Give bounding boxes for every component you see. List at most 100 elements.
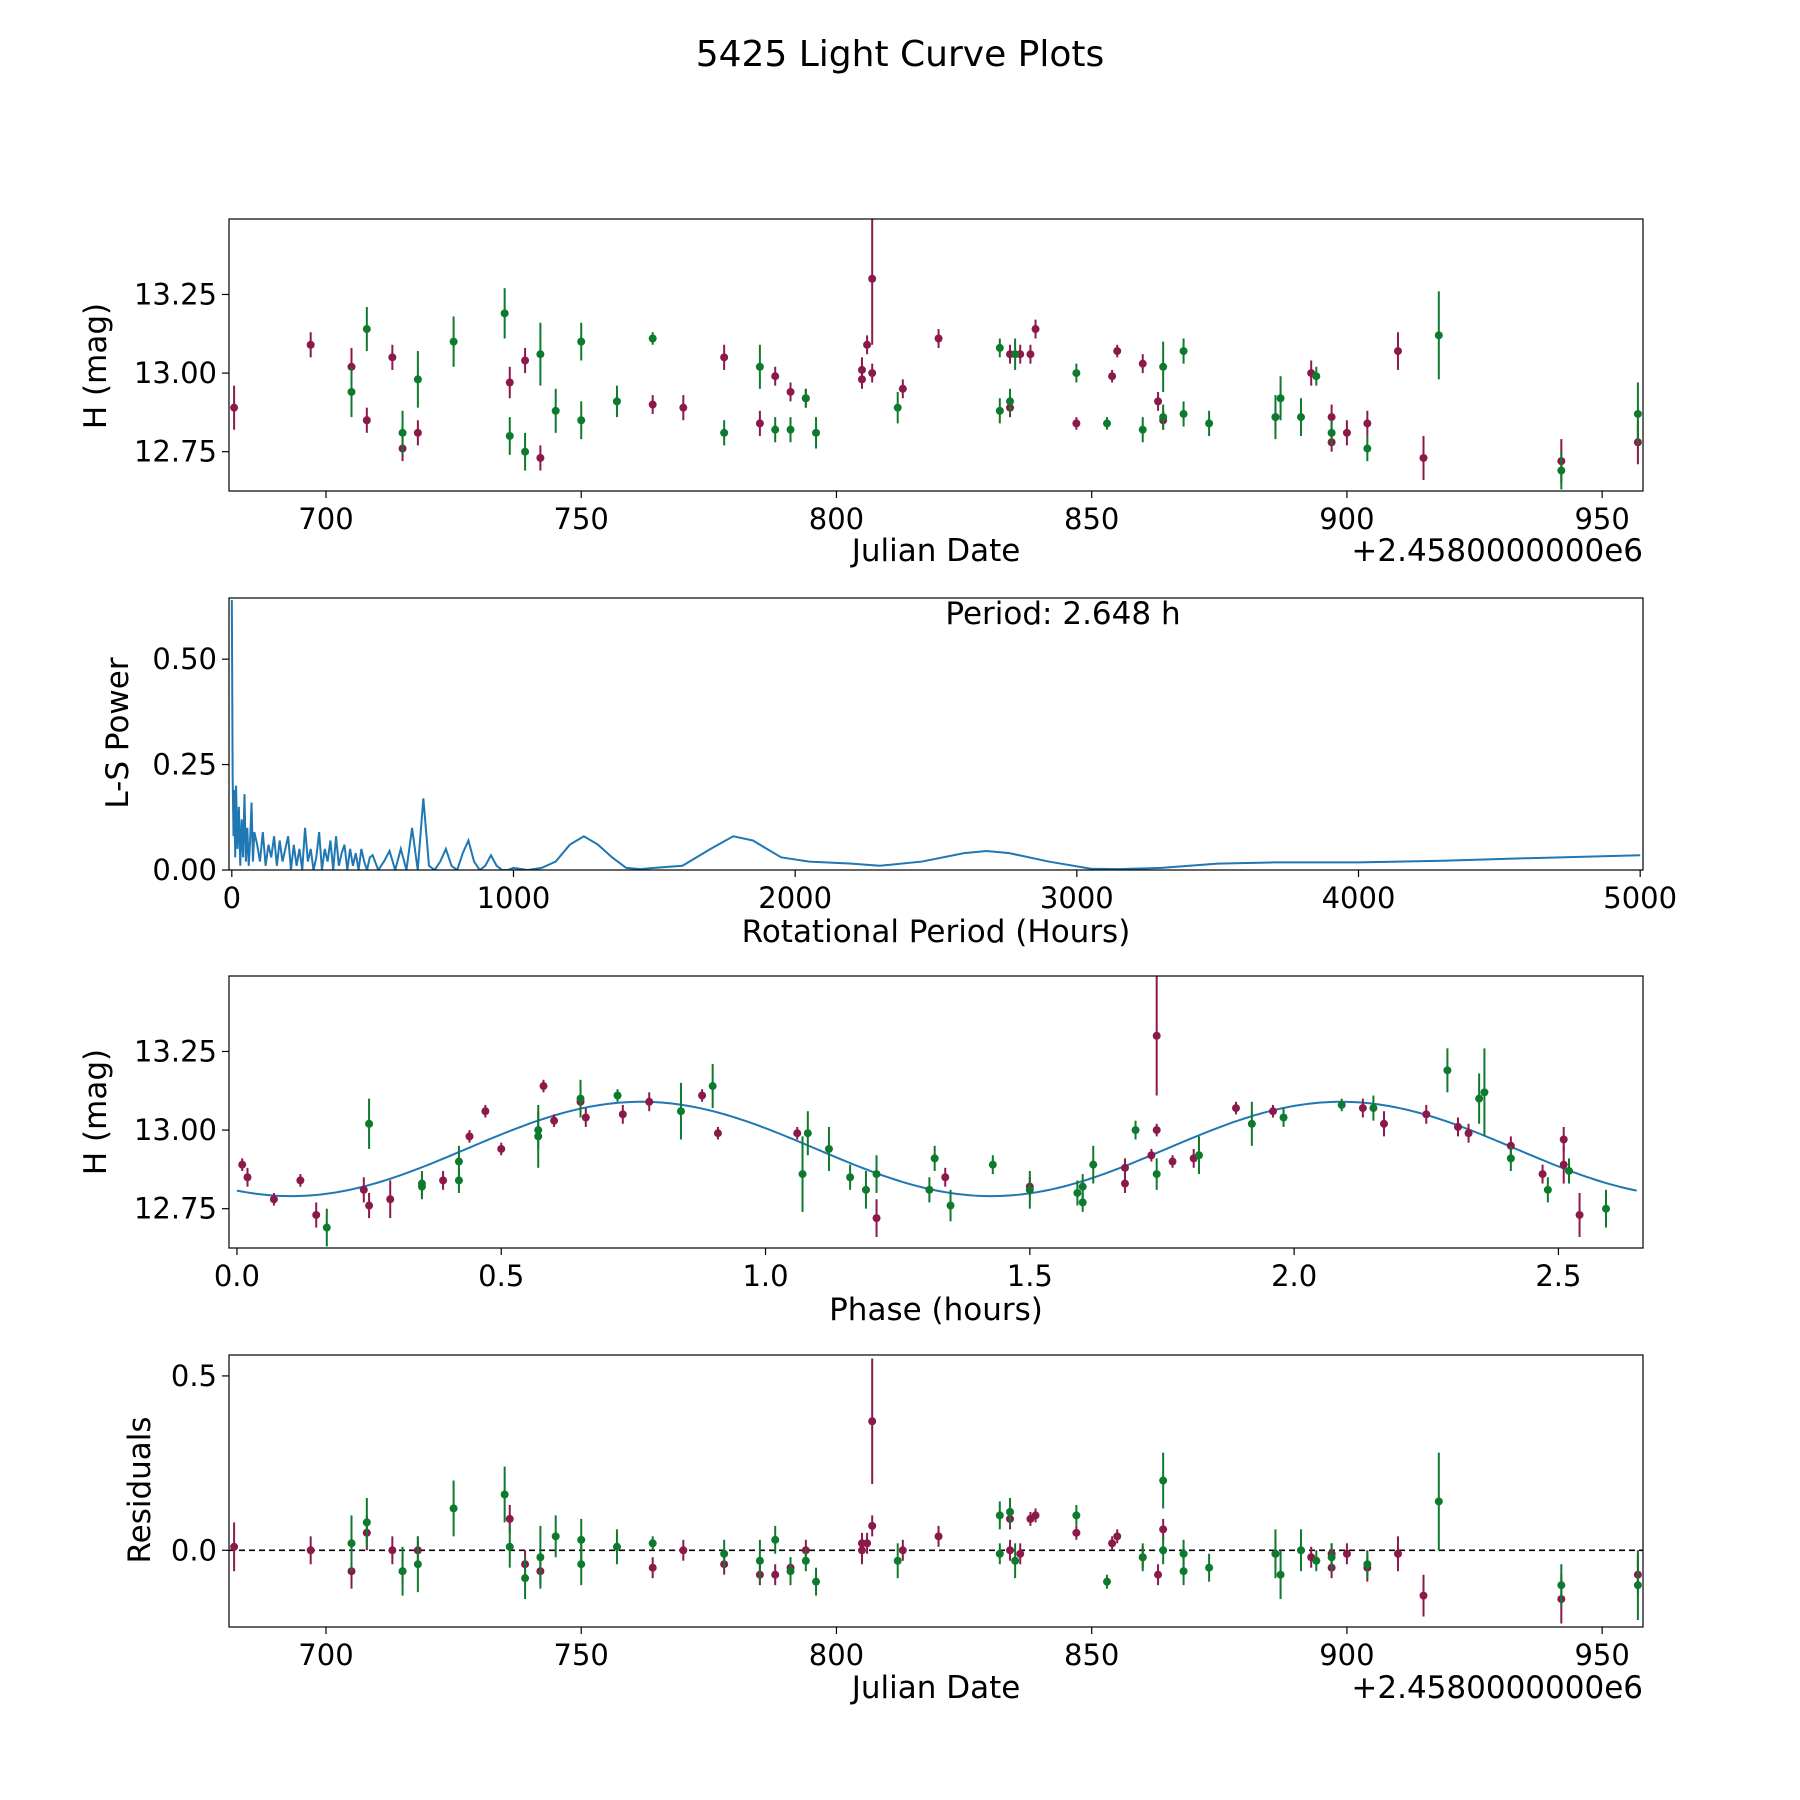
phase-folded-red-point	[1538, 1170, 1547, 1179]
phase-folded-green-point	[534, 1126, 543, 1135]
phase-folded-red-point	[1120, 1163, 1129, 1172]
residuals-green-point	[1633, 1581, 1642, 1590]
phase-folded-green-point	[708, 1082, 717, 1091]
phase-folded-green-point	[824, 1144, 833, 1153]
residuals-red-point	[306, 1546, 315, 1555]
light-curve-green-point	[755, 362, 764, 371]
light-curve-green-point	[347, 387, 356, 396]
light-curve-green-point	[1633, 409, 1642, 418]
residuals-green-point	[1296, 1546, 1305, 1555]
phase-folded-green-point	[1247, 1119, 1256, 1128]
light-curve-red-point	[771, 372, 780, 381]
light-curve-green-point	[362, 325, 371, 334]
light-curve-green-point	[771, 425, 780, 434]
light-curve-green-point	[577, 416, 586, 425]
residuals-green-point	[413, 1560, 422, 1569]
phase-folded-red-point	[618, 1110, 627, 1119]
residuals-xtick-label: 900	[1319, 1638, 1374, 1672]
residuals-green-point	[1011, 1556, 1020, 1565]
phase-folded-red-point	[386, 1195, 395, 1204]
phase-folded-red-point	[269, 1195, 278, 1204]
light-curve-red-point	[1031, 325, 1040, 334]
periodogram-xtick-label: 0	[223, 881, 241, 915]
light-curve-red-point	[388, 353, 397, 362]
light-curve-red-point	[505, 378, 514, 387]
phase-folded-green-point	[1443, 1066, 1452, 1075]
light-curve-green-point	[1296, 413, 1305, 422]
phase-folded-model-curve	[236, 1100, 1637, 1198]
phase-folded-green-point	[613, 1091, 622, 1100]
phase-folded-red-point	[312, 1210, 321, 1219]
light-curve-green-point	[1557, 466, 1566, 475]
phase-folded-red-point	[713, 1129, 722, 1138]
phase-folded-red-point	[1231, 1104, 1240, 1113]
phase-folded-red-point	[1559, 1160, 1568, 1169]
phase-folded-red-point	[1120, 1179, 1129, 1188]
residuals-axes-frame	[228, 1354, 1644, 1628]
residuals-red-point	[1113, 1532, 1122, 1541]
periodogram-xtick-label: 3000	[1040, 881, 1114, 915]
phase-folded-green-point	[454, 1176, 463, 1185]
light-curve-ylabel: H (mag)	[78, 303, 114, 429]
phase-folded-green-point	[322, 1223, 331, 1232]
phase-folded-green-point	[1564, 1166, 1573, 1175]
residuals-green-point	[1179, 1549, 1188, 1558]
phase-folded-xtick-label: 0.0	[214, 1259, 260, 1293]
light-curve-green-point	[1179, 347, 1188, 356]
light-curve-red-point	[536, 453, 545, 462]
light-curve-green-point	[812, 428, 821, 437]
light-curve-green-point	[1159, 413, 1168, 422]
light-curve-panel: Julian Date H (mag) +2.4580000000e6 700 7…	[78, 218, 1644, 569]
residuals-green-point	[577, 1560, 586, 1569]
residuals-red-point	[679, 1546, 688, 1555]
light-curve-red-point	[521, 356, 530, 365]
phase-folded-green-point	[803, 1129, 812, 1138]
phase-folded-green-point	[1506, 1154, 1515, 1163]
periodogram-xtick-label: 1000	[477, 881, 551, 915]
light-curve-green-point	[398, 428, 407, 437]
light-curve-green-point	[801, 394, 810, 403]
residuals-xtick-label: 750	[554, 1638, 609, 1672]
phase-folded-green-point	[1369, 1104, 1378, 1113]
light-curve-red-point	[1154, 397, 1163, 406]
light-curve-xtick-label: 850	[1064, 502, 1119, 536]
residuals-plot-area	[229, 1358, 1643, 1624]
phase-folded-red-point	[238, 1160, 247, 1169]
residuals-red-point	[505, 1514, 514, 1523]
light-curve-red-point	[1363, 419, 1372, 428]
phase-folded-green-point	[1601, 1204, 1610, 1213]
light-curve-offset-text: +2.4580000000e6	[1351, 533, 1643, 569]
residuals-xlabel: Julian Date	[850, 1670, 1021, 1706]
light-curve-green-point	[995, 343, 1004, 352]
light-curve-red-point	[863, 340, 872, 349]
phase-folded-green-point	[861, 1185, 870, 1194]
phase-folded-green-point	[365, 1119, 374, 1128]
phase-folded-xtick-label: 1.5	[1007, 1259, 1053, 1293]
light-curve-red-point	[1393, 347, 1402, 356]
phase-folded-red-point	[359, 1185, 368, 1194]
residuals-green-point	[1205, 1563, 1214, 1572]
residuals-green-point	[720, 1549, 729, 1558]
phase-folded-red-point	[1268, 1107, 1277, 1116]
phase-folded-red-point	[698, 1091, 707, 1100]
phase-folded-red-point	[1168, 1157, 1177, 1166]
periodogram-xtick-label: 5000	[1603, 881, 1677, 915]
periodogram-ylabel: L-S Power	[100, 657, 136, 808]
light-curve-red-point	[857, 365, 866, 374]
phase-folded-green-point	[454, 1157, 463, 1166]
light-curve-red-point	[306, 340, 315, 349]
residuals-green-point	[536, 1553, 545, 1562]
phase-folded-red-point	[550, 1116, 559, 1125]
phase-folded-red-point	[1559, 1135, 1568, 1144]
residuals-green-point	[362, 1518, 371, 1527]
light-curve-green-point	[505, 431, 514, 440]
light-curve-green-point	[551, 406, 560, 415]
residuals-ytick-label: 0.0	[171, 1533, 217, 1567]
phase-folded-xlabel: Phase (hours)	[829, 1292, 1043, 1328]
phase-folded-xtick-label: 2.5	[1535, 1259, 1581, 1293]
light-curve-red-point	[1327, 413, 1336, 422]
residuals-green-point	[1103, 1577, 1112, 1586]
light-curve-red-point	[868, 274, 877, 283]
periodogram-xtick-label: 2000	[758, 881, 832, 915]
